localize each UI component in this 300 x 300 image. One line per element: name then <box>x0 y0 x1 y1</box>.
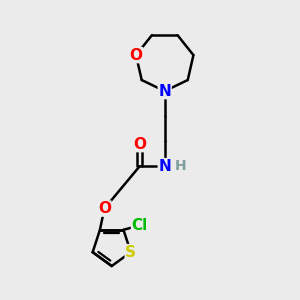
Text: H: H <box>175 159 187 173</box>
Text: O: O <box>130 48 142 63</box>
Text: O: O <box>98 201 111 216</box>
Text: N: N <box>158 84 171 99</box>
Text: Cl: Cl <box>132 218 148 233</box>
Text: N: N <box>158 159 171 174</box>
Text: S: S <box>125 245 136 260</box>
Text: O: O <box>133 136 146 152</box>
